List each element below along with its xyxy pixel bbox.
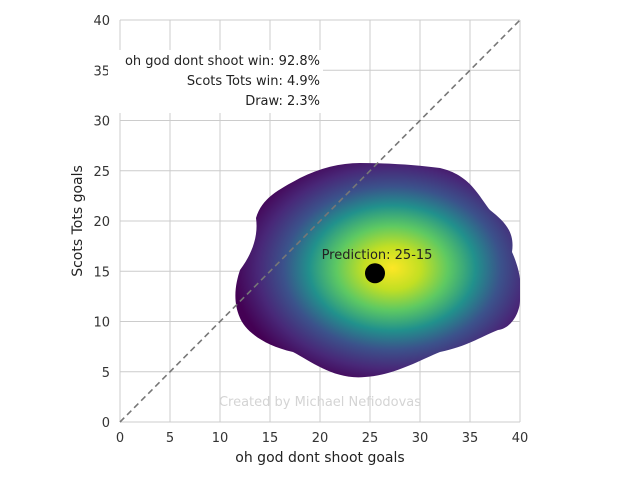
outcome-annotations: oh god dont shoot win: 92.8% Scots Tots … xyxy=(108,50,323,113)
x-tick-label: 15 xyxy=(262,431,279,446)
x-tick-label: 5 xyxy=(166,431,174,446)
annotation-background xyxy=(108,50,323,113)
watermark: Created by Michael Nefiodovas xyxy=(219,395,421,410)
y-tick-label: 0 xyxy=(102,416,110,431)
prediction-label: Prediction: 25-15 xyxy=(322,248,433,263)
annotation-home-win: oh god dont shoot win: 92.8% xyxy=(125,54,320,69)
y-tick-label: 25 xyxy=(93,165,110,180)
x-tick-label: 20 xyxy=(312,431,329,446)
annotation-away-win: Scots Tots win: 4.9% xyxy=(187,74,320,89)
y-tick-label: 10 xyxy=(93,316,110,331)
y-tick-label: 20 xyxy=(93,215,110,230)
x-tick-label: 30 xyxy=(412,431,429,446)
y-tick-label: 30 xyxy=(93,115,110,130)
x-tick-label: 0 xyxy=(116,431,124,446)
y-tick-label: 35 xyxy=(93,64,110,79)
x-tick-label: 10 xyxy=(212,431,229,446)
x-tick-label: 35 xyxy=(462,431,479,446)
x-axis-title: oh god dont shoot goals xyxy=(235,450,404,466)
axes-layer: 0 5 10 15 20 25 30 35 40 0 5 10 15 20 25 30 35 40 xyxy=(93,14,528,446)
y-axis-title: Scots Tots goals xyxy=(70,165,86,277)
diagonal-reference-line xyxy=(119,19,521,423)
y-tick-label: 40 xyxy=(93,14,110,29)
annotation-draw: Draw: 2.3% xyxy=(245,94,320,109)
y-tick-label: 15 xyxy=(93,265,110,280)
y-tick-label: 5 xyxy=(102,366,110,381)
x-tick-label: 40 xyxy=(512,431,529,446)
x-tick-label: 25 xyxy=(362,431,379,446)
prediction-marker xyxy=(365,263,385,284)
